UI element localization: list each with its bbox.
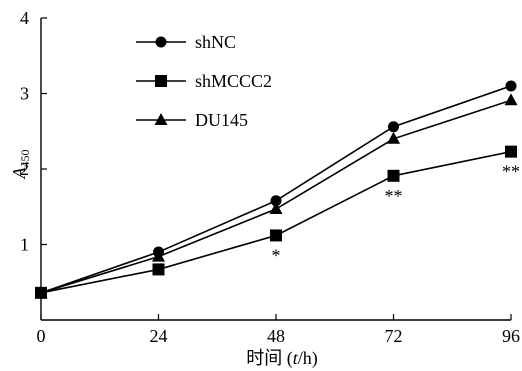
series-du145 bbox=[34, 93, 518, 298]
data-point-shnc bbox=[505, 80, 517, 92]
y-axis-title-sub: 450 bbox=[18, 150, 32, 168]
data-point-shmccc2 bbox=[270, 229, 282, 242]
legend-swatch-marker bbox=[154, 113, 168, 125]
legend: shNC shMCCC2 DU145 bbox=[136, 32, 272, 130]
legend-item-shnc: shNC bbox=[136, 32, 236, 52]
x-tick-label: 48 bbox=[267, 326, 285, 346]
x-tick-label: 72 bbox=[385, 326, 403, 346]
series-shnc bbox=[35, 80, 517, 299]
series-layer bbox=[34, 80, 518, 299]
legend-label: DU145 bbox=[195, 110, 248, 130]
legend-label: shNC bbox=[195, 32, 236, 52]
x-tick-label: 0 bbox=[37, 326, 46, 346]
data-point-du145 bbox=[152, 249, 165, 262]
y-axis-title-main: A bbox=[9, 167, 29, 180]
data-point-shmccc2 bbox=[152, 263, 165, 276]
y-tick-label: 2 bbox=[20, 159, 29, 179]
significance-marker: ** bbox=[502, 162, 520, 182]
data-point-shnc bbox=[388, 121, 399, 133]
axes: 0 24 48 72 96 1 2 3 4 bbox=[20, 8, 520, 346]
x-tick-label: 24 bbox=[150, 326, 168, 346]
data-point-shmccc2 bbox=[505, 145, 517, 158]
x-axis-title: 时间 (t/h) bbox=[246, 348, 318, 369]
legend-item-shmccc2: shMCCC2 bbox=[136, 71, 272, 91]
data-point-shmccc2 bbox=[387, 169, 400, 182]
legend-swatch-marker bbox=[155, 75, 167, 87]
data-point-du145 bbox=[34, 285, 48, 298]
x-axis-title-var: t bbox=[293, 348, 299, 368]
annotation-layer: ***** bbox=[272, 162, 521, 266]
y-axis-title: A450 bbox=[9, 150, 32, 180]
y-tick-label: 3 bbox=[20, 84, 29, 104]
x-axis-title-prefix: 时间 ( bbox=[246, 348, 293, 369]
data-point-du145 bbox=[269, 202, 283, 215]
legend-item-du145: DU145 bbox=[136, 110, 248, 130]
x-axis-title-suffix: /h) bbox=[298, 348, 318, 369]
y-tick-label: 4 bbox=[20, 8, 29, 28]
legend-swatch-marker bbox=[155, 36, 167, 48]
data-point-du145 bbox=[387, 131, 400, 144]
x-tick-label: 96 bbox=[502, 326, 520, 346]
data-point-du145 bbox=[504, 93, 518, 106]
legend-label: shMCCC2 bbox=[195, 71, 272, 91]
significance-marker: ** bbox=[385, 186, 403, 206]
y-tick-label: 1 bbox=[20, 235, 29, 255]
data-point-shnc bbox=[270, 195, 282, 207]
series-shmccc2 bbox=[35, 145, 517, 299]
significance-marker: * bbox=[272, 245, 281, 265]
